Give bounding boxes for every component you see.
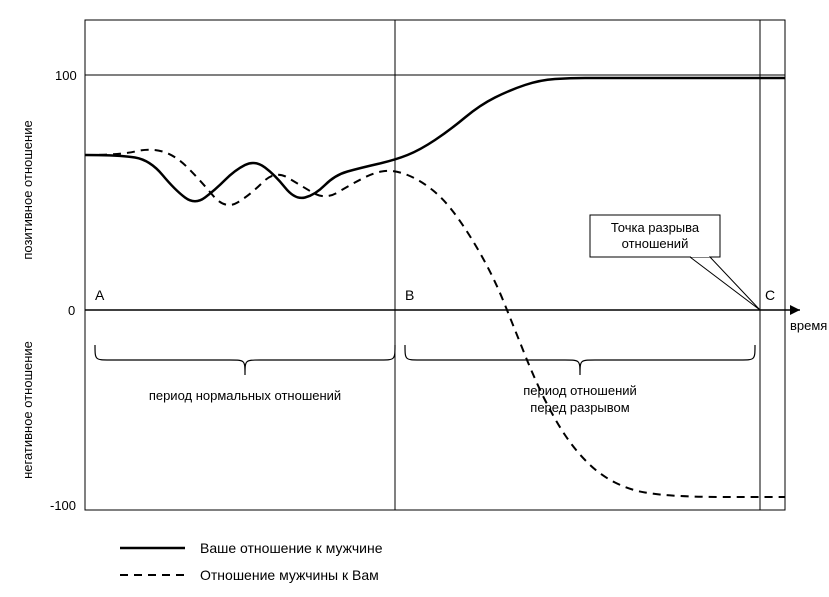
brace1-label: период нормальных отношений <box>149 388 341 403</box>
ytick-0: 0 <box>68 303 75 318</box>
callout-line2: отношений <box>622 236 689 251</box>
y-label-negative: негативное отношение <box>20 341 35 479</box>
legend-label-dash: Отношение мужчины к Вам <box>200 567 379 583</box>
ytick-100: 100 <box>55 68 77 83</box>
section-c: C <box>765 287 775 303</box>
brace2-label2: перед разрывом <box>530 400 629 415</box>
brace-period-before-breakup: период отношений перед разрывом <box>405 345 755 415</box>
callout-pointer <box>690 257 760 310</box>
breakup-point-callout: Точка разрыва отношений <box>590 215 760 310</box>
y-label-positive: позитивное отношение <box>20 120 35 259</box>
legend-label-solid: Ваше отношение к мужчине <box>200 540 383 556</box>
section-a: A <box>95 287 105 303</box>
ytick-neg100: -100 <box>50 498 76 513</box>
line-your-attitude <box>85 78 785 201</box>
section-b: B <box>405 287 414 303</box>
legend: Ваше отношение к мужчине Отношение мужчи… <box>120 540 383 583</box>
relationship-chart: 100 0 -100 позитивное отношение негативн… <box>0 0 829 597</box>
x-axis-label: время <box>790 318 827 333</box>
brace-period-normal: период нормальных отношений <box>95 345 395 403</box>
brace2-label1: период отношений <box>523 383 637 398</box>
line-his-attitude <box>85 150 785 497</box>
chart-svg: 100 0 -100 позитивное отношение негативн… <box>0 0 829 597</box>
x-axis-arrow <box>790 305 800 315</box>
plot-border <box>85 20 785 510</box>
callout-line1: Точка разрыва <box>611 220 700 235</box>
